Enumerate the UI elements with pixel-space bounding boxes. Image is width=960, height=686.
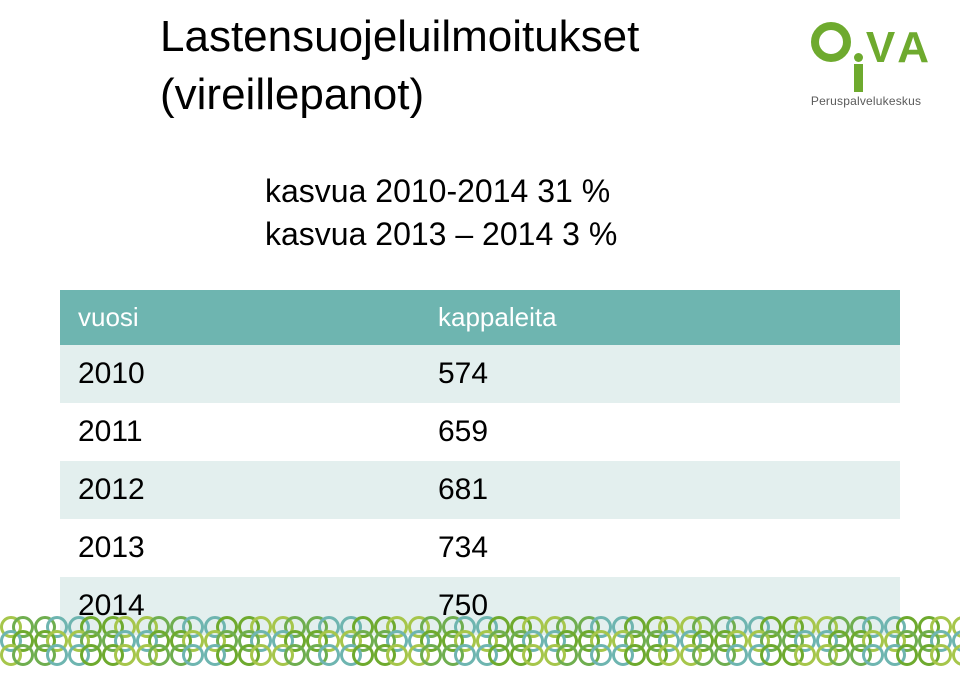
slide-title: Lastensuojeluilmoitukset xyxy=(160,12,639,62)
cell-count: 734 xyxy=(420,519,900,577)
growth-line-2: kasvua 2013 – 2014 3 % xyxy=(265,213,617,256)
table-header-row: vuosi kappaleita xyxy=(60,290,900,345)
table-row: 2011659 xyxy=(60,403,900,461)
logo-letter-i xyxy=(854,53,863,92)
logo-letter-o xyxy=(811,22,851,62)
logo-letter-a: A xyxy=(897,28,928,68)
growth-line-1: kasvua 2010-2014 31 % xyxy=(265,170,617,213)
table-header-count: kappaleita xyxy=(420,290,900,345)
logo-mark: V A xyxy=(811,22,928,92)
cell-count: 681 xyxy=(420,461,900,519)
logo-letter-v: V xyxy=(866,28,894,68)
table-row: 2012681 xyxy=(60,461,900,519)
cell-year: 2010 xyxy=(60,345,420,403)
cell-count: 574 xyxy=(420,345,900,403)
cell-year: 2011 xyxy=(60,403,420,461)
cell-year: 2012 xyxy=(60,461,420,519)
slide-subtitle: (vireillepanot) xyxy=(160,70,424,120)
logo-subtitle: Peruspalvelukeskus xyxy=(811,94,928,108)
table-row: 2010574 xyxy=(60,345,900,403)
brand-logo: V A Peruspalvelukeskus xyxy=(811,22,928,108)
cell-year: 2013 xyxy=(60,519,420,577)
cell-count: 659 xyxy=(420,403,900,461)
table-row: 2013734 xyxy=(60,519,900,577)
growth-summary: kasvua 2010-2014 31 % kasvua 2013 – 2014… xyxy=(265,170,617,256)
data-table: vuosi kappaleita 20105742011659201268120… xyxy=(60,290,900,635)
decorative-border xyxy=(0,616,960,668)
table-header-year: vuosi xyxy=(60,290,420,345)
